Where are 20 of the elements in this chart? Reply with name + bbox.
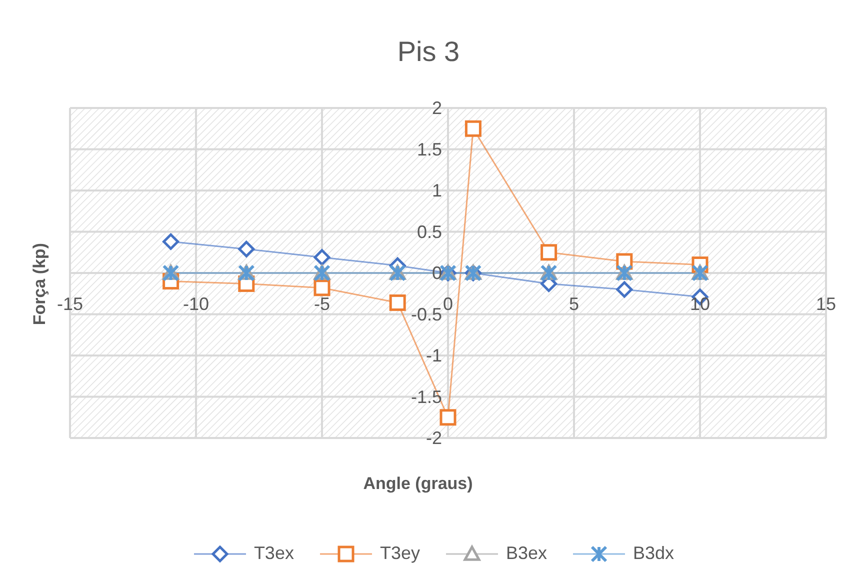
x-tick-label: 15	[816, 294, 836, 314]
legend-label: B3dx	[632, 543, 674, 564]
x-axis-title: Angle (graus)	[362, 474, 474, 494]
y-tick-label: 1.5	[416, 139, 442, 160]
y-tick-label: 0.5	[416, 222, 442, 242]
x-tick-label: -5	[314, 294, 330, 314]
y-tick-label: 1	[432, 180, 442, 200]
x-tick-label: 5	[568, 294, 580, 314]
legend-label: T3ey	[378, 543, 420, 564]
y-tick-label: -0.5	[410, 304, 442, 324]
y-tick-label: 2	[432, 98, 442, 118]
x-tick-label: -10	[182, 294, 210, 314]
x-tick-label: -15	[56, 294, 84, 314]
y-tick-label: -2	[426, 428, 442, 448]
legend-label: T3ex	[252, 543, 294, 564]
y-tick-label: -1	[426, 346, 442, 366]
legend-label: B3ex	[505, 543, 548, 564]
y-axis-title: Força (kp)	[30, 242, 50, 328]
x-tick-label: 10	[690, 294, 710, 314]
chart-title: Pis 3	[396, 36, 461, 68]
